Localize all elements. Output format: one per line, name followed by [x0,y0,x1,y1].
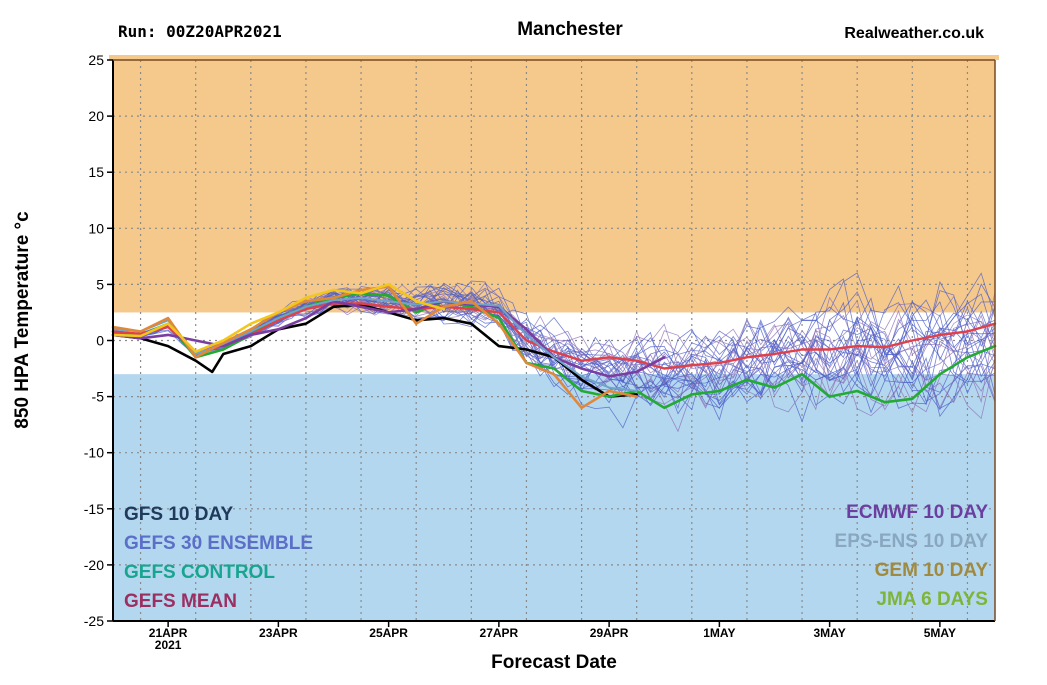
band-1 [113,374,995,621]
x-tick-label: 1MAY [703,626,735,640]
y-tick-label: -15 [84,501,104,517]
y-tick-label: -25 [84,613,104,629]
model-series [111,283,997,410]
y-axis-ticks: 25 20 15 10 5 0 -5 -10 -15 -20 -25 [84,52,113,629]
x-tick-label: 21APR [149,626,188,640]
y-tick-label: 0 [96,333,104,349]
y-tick-label: 10 [88,220,104,236]
legend-right-label: GEM 10 DAY [875,560,989,581]
y-tick-label: 5 [96,276,104,292]
x-tick-label: 27APR [480,626,519,640]
x-tick-label: 3MAY [814,626,846,640]
ensemble-member-line [112,272,996,400]
x-tick-label: 29APR [590,626,629,640]
run-label: Run: 00Z20APR2021 [118,22,282,41]
legend-right-label: JMA 6 DAYS [876,589,988,610]
legend: GFS 10 DAY GEFS 30 ENSEMBLE GEFS CONTROL GE… [124,502,988,612]
y-tick-label: 15 [88,164,104,180]
y-axis-label: 850 HPA Temperature °c [12,211,33,429]
x-tick-label: 25APR [369,626,408,640]
temperature-bands [109,55,999,621]
legend-left-label: GEFS MEAN [124,591,237,612]
series-eps-ens-10-day [112,296,638,392]
x-tick-sublabel: 2021 [155,638,182,652]
legend-left-label: GEFS 30 ENSEMBLE [124,533,313,554]
y-tick-label: 25 [88,52,104,68]
series-jma-6-days [111,283,446,354]
band-top-edge [109,55,999,60]
x-tick-label: 5MAY [924,626,956,640]
legend-right-label: EPS-ENS 10 DAY [835,531,989,552]
series-ecmwf-10-day [111,299,666,378]
legend-left-label: GFS 10 DAY [124,504,233,525]
location-title: Manchester [517,19,623,40]
y-tick-label: -20 [84,557,104,573]
y-tick-label: -5 [92,389,105,405]
x-tick-label: 23APR [259,626,298,640]
y-tick-label: -10 [84,445,104,461]
legend-right-label: ECMWF 10 DAY [846,502,988,523]
band-0 [113,60,995,313]
x-axis-label: Forecast Date [491,652,617,673]
site-label: Realweather.co.uk [844,25,984,42]
legend-left-label: GEFS CONTROL [124,562,275,583]
y-tick-label: 20 [88,108,104,124]
series-gefs-mean [111,302,997,370]
